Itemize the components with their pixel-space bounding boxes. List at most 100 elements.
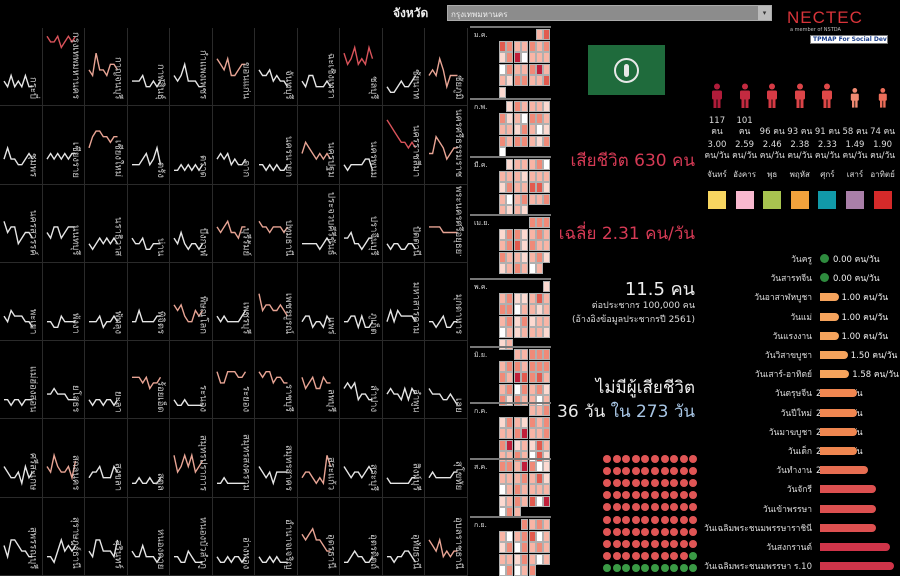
province-cell[interactable]: บุรีรัมย์ [212, 184, 256, 263]
holiday-row[interactable]: วันตรุษจีน2.00 คน/วัน [700, 386, 900, 400]
day-cell[interactable] [506, 135, 514, 147]
day-cell[interactable] [528, 315, 536, 327]
day-cell[interactable] [543, 428, 551, 440]
day-cell[interactable] [506, 101, 514, 112]
day-cell[interactable] [521, 383, 529, 395]
day-cell[interactable] [506, 112, 514, 124]
day-cell[interactable] [528, 135, 536, 147]
day-cell[interactable] [506, 530, 514, 542]
day-cell[interactable] [513, 472, 521, 484]
day-cell[interactable] [536, 101, 543, 112]
province-cell[interactable]: อุดรธานี [297, 497, 341, 576]
province-cell[interactable]: สงขลา [85, 419, 128, 498]
province-cell[interactable]: สิงห์บุรี [382, 419, 426, 498]
day-cell[interactable] [506, 484, 514, 496]
day-cell[interactable] [521, 193, 529, 205]
day-cell[interactable] [499, 135, 506, 147]
day-cell[interactable] [513, 553, 521, 565]
day-cell[interactable] [513, 159, 521, 170]
day-cell[interactable] [521, 112, 529, 124]
day-cell[interactable] [543, 304, 551, 316]
day-cell[interactable] [506, 75, 514, 87]
holiday-row[interactable]: วันเสาร์-อาทิตย์ 1.58 คน/วัน [700, 367, 900, 381]
day-cell[interactable] [543, 349, 551, 360]
day-cell[interactable] [528, 40, 536, 52]
day-cell[interactable] [536, 63, 543, 75]
day-cell[interactable] [513, 439, 521, 451]
province-cell[interactable]: ร้อยเอ็ด [127, 341, 171, 420]
day-cell[interactable] [513, 416, 521, 428]
day-cell[interactable] [499, 75, 506, 87]
chevron-down-icon[interactable]: ▾ [758, 6, 771, 20]
day-cell[interactable] [536, 292, 543, 304]
day-cell[interactable] [506, 553, 514, 565]
day-cell[interactable] [513, 40, 521, 52]
day-cell[interactable] [521, 461, 529, 472]
holiday-row[interactable]: วันเฉลิมพระชนมพรรษาราชินี3.00 คน/วัน [700, 521, 900, 535]
day-cell[interactable] [506, 292, 514, 304]
day-cell[interactable] [543, 228, 551, 240]
province-cell[interactable]: พิษณุโลก [170, 262, 213, 342]
province-cell[interactable]: สระแก้ว [297, 419, 341, 498]
day-cell[interactable] [543, 251, 551, 263]
day-cell[interactable] [506, 395, 514, 407]
day-cell[interactable] [521, 52, 529, 64]
day-cell[interactable] [521, 395, 529, 407]
holiday-row[interactable]: วันจักรี3.00 คน/วัน [700, 482, 900, 496]
day-cell[interactable] [499, 327, 506, 339]
province-cell[interactable]: สกลนคร [42, 419, 86, 498]
day-cell[interactable] [543, 240, 551, 252]
province-cell[interactable]: พังงา [42, 262, 86, 342]
day-cell[interactable] [536, 75, 543, 87]
province-cell[interactable]: อ่างทอง [212, 497, 256, 576]
day-cell[interactable] [536, 439, 543, 451]
province-cell[interactable]: ชัยนาท [382, 28, 426, 107]
day-cell[interactable] [528, 495, 536, 507]
province-cell[interactable]: บึงกาฬ [170, 184, 213, 263]
day-cell[interactable] [506, 383, 514, 395]
province-cell[interactable]: ตรัง [127, 106, 171, 185]
day-cell[interactable] [499, 263, 506, 275]
day-cell[interactable] [499, 416, 506, 428]
day-cell[interactable] [536, 428, 543, 440]
holiday-row[interactable]: วันเด็ก2.00 คน/วัน [700, 444, 900, 458]
day-cell[interactable] [506, 40, 514, 52]
day-cell[interactable] [521, 240, 529, 252]
day-cell[interactable] [499, 542, 506, 554]
day-cell[interactable] [499, 530, 506, 542]
day-cell[interactable] [543, 519, 551, 530]
day-cell[interactable] [513, 530, 521, 542]
day-cell[interactable] [536, 530, 543, 542]
day-cell[interactable] [521, 263, 529, 275]
province-cell[interactable]: ระนอง [170, 341, 213, 420]
day-cell[interactable] [536, 159, 543, 170]
day-cell[interactable] [543, 530, 551, 542]
day-cell[interactable] [499, 565, 506, 576]
holiday-row[interactable]: วันครู 0.00 คน/วัน [700, 252, 900, 266]
day-cell[interactable] [513, 251, 521, 263]
day-cell[interactable] [513, 349, 521, 360]
day-cell[interactable] [543, 495, 551, 507]
weekday-color-swatch[interactable] [735, 191, 754, 209]
day-cell[interactable] [521, 360, 529, 372]
day-cell[interactable] [513, 263, 521, 275]
day-cell[interactable] [528, 530, 536, 542]
day-cell[interactable] [506, 304, 514, 316]
province-cell[interactable]: นราธิวาส [85, 184, 128, 263]
day-cell[interactable] [499, 40, 506, 52]
day-cell[interactable] [506, 182, 514, 194]
day-cell[interactable] [521, 542, 529, 554]
day-cell[interactable] [513, 182, 521, 194]
province-cell[interactable]: เลย [425, 341, 468, 420]
province-cell[interactable]: ขอนแก่น [212, 28, 256, 107]
day-cell[interactable] [521, 101, 529, 112]
province-cell[interactable]: มหาสารคาม [382, 262, 426, 342]
province-cell[interactable]: ชัยภูมิ [425, 28, 468, 107]
province-cell[interactable]: สมุทรสงคราม [212, 419, 256, 498]
day-cell[interactable] [536, 327, 543, 339]
day-cell[interactable] [513, 484, 521, 496]
holiday-row[interactable]: วันเฉลิมพระชนมพรรษา ร.104.00 คน/วัน [700, 559, 900, 573]
province-cell[interactable]: อุบลราชธานี [425, 497, 468, 576]
day-cell[interactable] [506, 360, 514, 372]
day-cell[interactable] [536, 240, 543, 252]
